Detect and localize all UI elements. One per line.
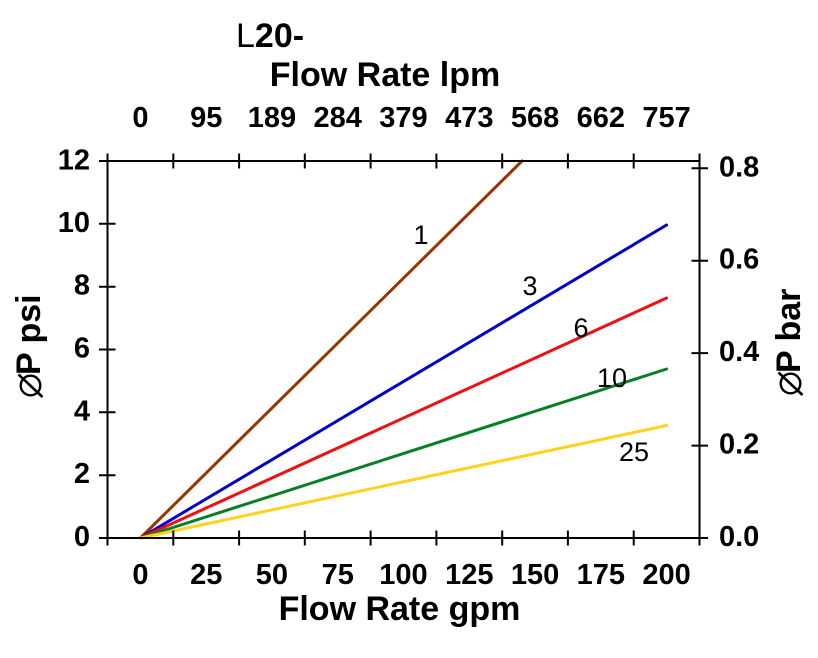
svg-text:2: 2	[74, 458, 90, 490]
svg-text:662: 662	[577, 102, 625, 134]
svg-text:189: 189	[248, 102, 296, 134]
svg-text:8: 8	[74, 270, 90, 302]
svg-text:100: 100	[379, 559, 427, 591]
svg-text:50: 50	[256, 559, 288, 591]
svg-text:6: 6	[573, 313, 588, 343]
svg-text:Flow Rate gpm: Flow Rate gpm	[279, 590, 521, 628]
svg-text:150: 150	[511, 559, 559, 591]
svg-text:95: 95	[190, 102, 222, 134]
svg-text:10: 10	[597, 363, 627, 393]
svg-text:4: 4	[74, 395, 90, 427]
svg-text:0.0: 0.0	[719, 521, 759, 553]
svg-text:75: 75	[322, 559, 354, 591]
svg-text:0.2: 0.2	[719, 429, 759, 461]
svg-text:P bar: P bar	[770, 289, 808, 373]
svg-text:568: 568	[511, 102, 559, 134]
svg-text:25: 25	[190, 559, 222, 591]
svg-text:757: 757	[642, 102, 690, 134]
svg-text:175: 175	[577, 559, 625, 591]
svg-text:284: 284	[314, 102, 362, 134]
svg-text:473: 473	[445, 102, 493, 134]
svg-text:0: 0	[132, 102, 148, 134]
svg-text:3: 3	[522, 271, 537, 301]
svg-text:200: 200	[642, 559, 690, 591]
svg-text:6: 6	[74, 333, 90, 365]
svg-text:1: 1	[413, 220, 428, 250]
svg-text:12: 12	[58, 144, 90, 176]
svg-text:P psi: P psi	[10, 294, 48, 375]
svg-text:379: 379	[379, 102, 427, 134]
svg-text:10: 10	[58, 207, 90, 239]
svg-text:25: 25	[619, 437, 649, 467]
svg-text:0.6: 0.6	[719, 244, 759, 276]
svg-text:125: 125	[445, 559, 493, 591]
svg-text:0: 0	[132, 559, 148, 591]
svg-text:0.4: 0.4	[719, 336, 759, 368]
svg-text:Flow Rate lpm: Flow Rate lpm	[270, 56, 500, 94]
svg-text:L20-: L20-	[236, 17, 304, 55]
svg-text:0: 0	[74, 521, 90, 553]
svg-text:0.8: 0.8	[719, 151, 759, 183]
